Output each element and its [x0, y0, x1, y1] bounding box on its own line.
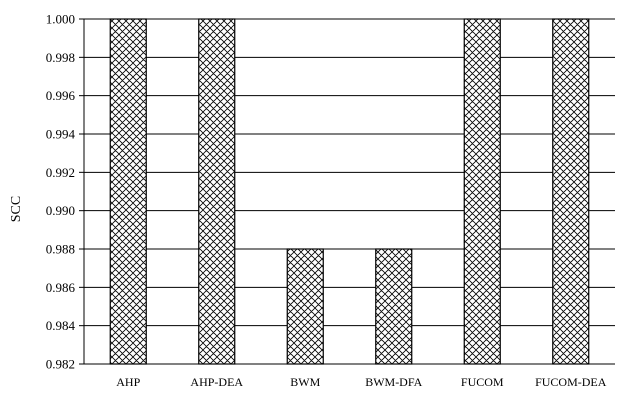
x-tick-label: BWM	[290, 375, 320, 389]
bar-ahp-dea	[198, 18, 236, 365]
y-tick-label: 0.992	[46, 165, 75, 180]
bar-ahp	[109, 18, 147, 365]
gridlines	[84, 18, 615, 327]
x-tick-label: AHP	[116, 375, 140, 389]
y-axis-title: SCC	[9, 196, 24, 222]
bar-fucom-dea	[552, 18, 590, 365]
x-tick-label: FUCOM	[461, 375, 504, 389]
x-tick-label: AHP-DEA	[190, 375, 243, 389]
y-tick-label: 0.998	[46, 50, 75, 65]
y-tick-label: 0.990	[46, 203, 75, 218]
y-tick-labels: 0.982 0.984 0.986 0.988 0.990 0.992 0.994 0.996…	[46, 12, 76, 372]
y-tick-label: 0.984	[46, 318, 76, 333]
axes	[79, 18, 615, 365]
y-tick-label: 0.986	[46, 280, 76, 295]
bar-fucom	[463, 18, 501, 365]
bar-bwm-dfa	[375, 248, 413, 365]
y-tick-label: 0.996	[46, 88, 76, 103]
y-tick-label: 0.988	[46, 242, 75, 257]
y-tick-label: 0.982	[46, 357, 75, 372]
bars	[109, 18, 590, 365]
y-tick-label: 1.000	[46, 12, 75, 27]
y-tick-label: 0.994	[46, 127, 76, 142]
x-tick-label: BWM-DFA	[365, 375, 422, 389]
bar-bwm	[286, 248, 324, 365]
x-tick-label: FUCOM-DEA	[535, 375, 607, 389]
x-tick-labels: AHP AHP-DEA BWM BWM-DFA FUCOM FUCOM-DEA	[116, 375, 607, 389]
